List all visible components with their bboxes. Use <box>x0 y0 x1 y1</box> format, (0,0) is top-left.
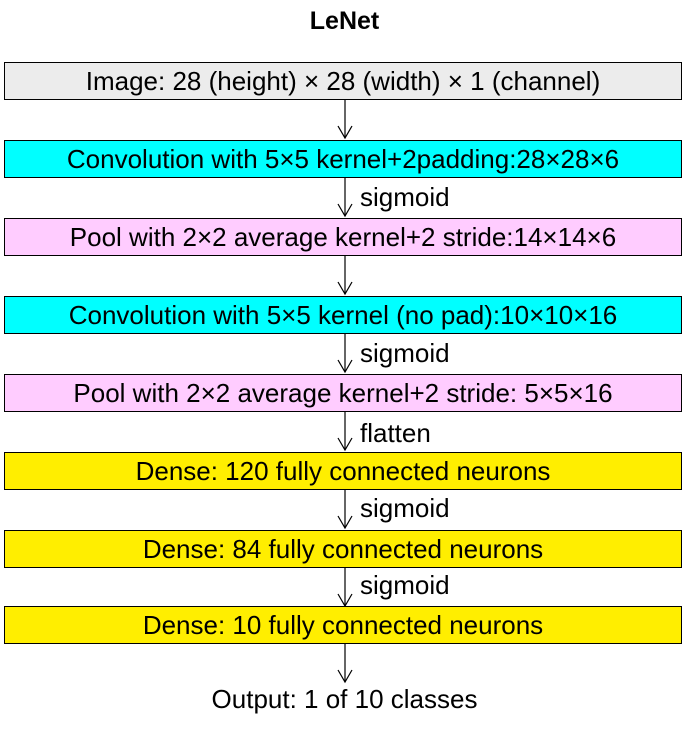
edge-label-sigmoid: sigmoid <box>360 338 450 368</box>
edge-label-sigmoid: sigmoid <box>360 570 450 600</box>
edge-label-sigmoid: sigmoid <box>360 493 450 523</box>
layer-dense10-box: Dense: 10 fully connected neurons <box>4 606 682 644</box>
arrow-down-icon <box>337 334 353 374</box>
layer-dense84-box: Dense: 84 fully connected neurons <box>4 530 682 568</box>
arrow-down-icon <box>337 568 353 608</box>
edge-label-flatten: flatten <box>360 418 431 448</box>
arrow-down-icon <box>337 100 353 140</box>
layer-conv1-box: Convolution with 5×5 kernel+2padding:28×… <box>4 140 682 178</box>
arrow-down-icon <box>337 644 353 684</box>
layer-conv2-box: Convolution with 5×5 kernel (no pad):10×… <box>4 296 682 334</box>
layer-label: Pool with 2×2 average kernel+2 stride:14… <box>69 221 617 252</box>
layer-label: Dense: 10 fully connected neurons <box>142 609 544 640</box>
layer-label: Convolution with 5×5 kernel (no pad):10×… <box>68 299 618 330</box>
layer-input-box: Image: 28 (height) × 28 (width) × 1 (cha… <box>4 62 682 100</box>
layer-dense120-box: Dense: 120 fully connected neurons <box>4 452 682 490</box>
layer-pool1-box: Pool with 2×2 average kernel+2 stride:14… <box>4 218 682 256</box>
output-label: Output: 1 of 10 classes <box>211 684 478 714</box>
layer-label: Convolution with 5×5 kernel+2padding:28×… <box>66 143 620 174</box>
layer-label: Dense: 120 fully connected neurons <box>135 455 551 486</box>
arrow-down-icon <box>337 490 353 530</box>
layer-label: Dense: 84 fully connected neurons <box>142 533 544 564</box>
arrow-down-icon <box>337 256 353 296</box>
arrow-down-icon <box>337 412 353 452</box>
layer-label: Image: 28 (height) × 28 (width) × 1 (cha… <box>85 65 601 96</box>
layer-label: Pool with 2×2 average kernel+2 stride: 5… <box>73 377 613 408</box>
arrow-down-icon <box>337 178 353 218</box>
layer-pool2-box: Pool with 2×2 average kernel+2 stride: 5… <box>4 374 682 412</box>
diagram-title: LeNet <box>309 7 380 35</box>
edge-label-sigmoid: sigmoid <box>360 182 450 212</box>
